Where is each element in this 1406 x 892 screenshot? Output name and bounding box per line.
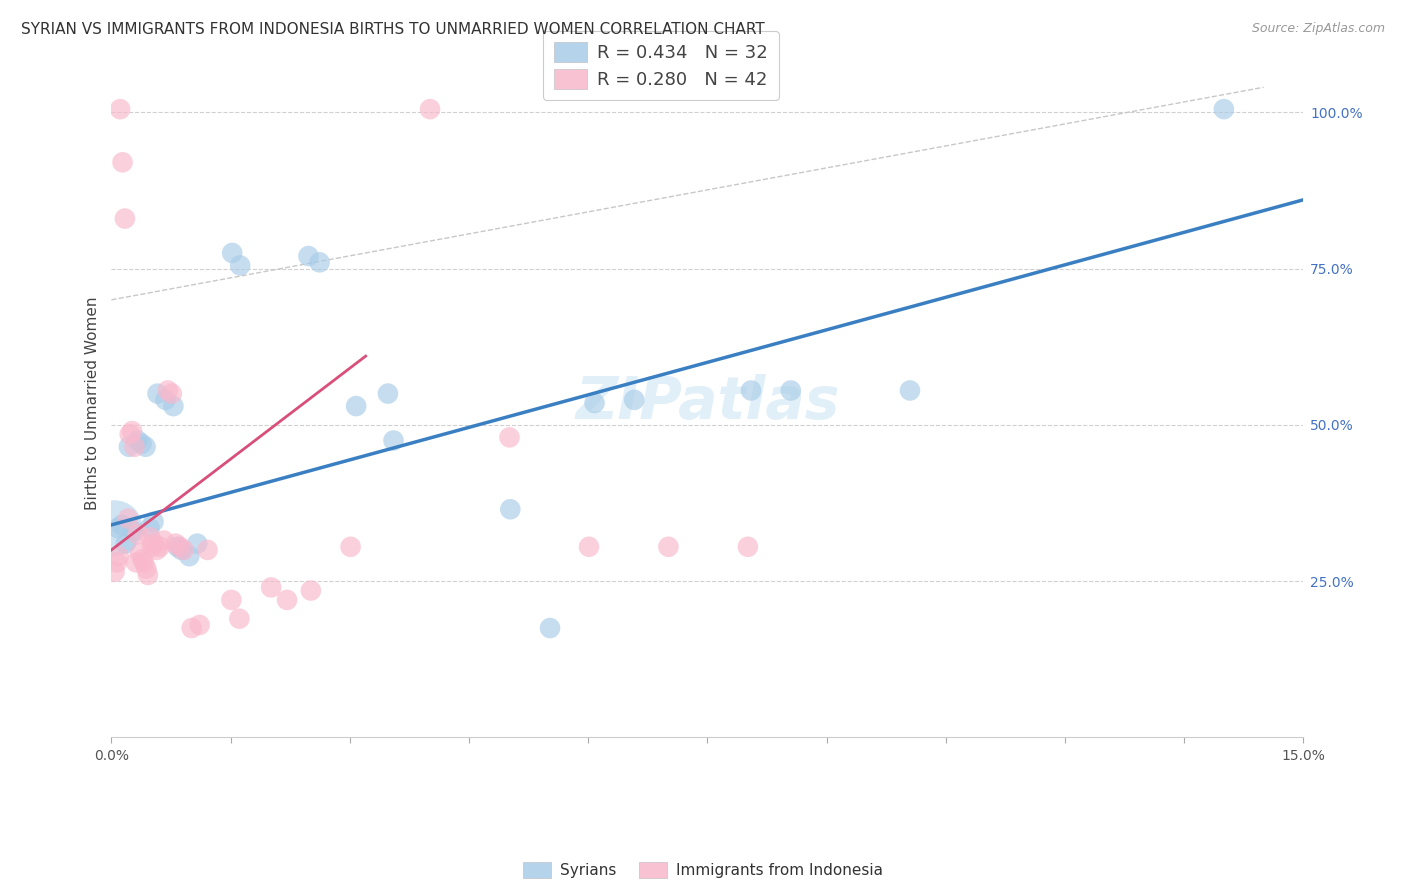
Point — [135, 440, 157, 454]
Point — [156, 384, 179, 398]
Point — [339, 540, 361, 554]
Point — [114, 211, 136, 226]
Point — [145, 542, 167, 557]
Point — [124, 440, 146, 454]
Point — [142, 515, 165, 529]
Point — [173, 542, 195, 557]
Point — [142, 536, 165, 550]
Point — [419, 102, 441, 116]
Point — [127, 434, 149, 448]
Point — [149, 540, 172, 554]
Point — [138, 521, 160, 535]
Point — [898, 384, 921, 398]
Point — [186, 536, 208, 550]
Text: Source: ZipAtlas.com: Source: ZipAtlas.com — [1251, 22, 1385, 36]
Point — [197, 542, 219, 557]
Point — [1212, 102, 1234, 116]
Point — [538, 621, 561, 635]
Point — [221, 246, 243, 260]
Point — [108, 102, 131, 116]
Point — [229, 259, 252, 273]
Point — [737, 540, 759, 554]
Point — [166, 540, 188, 554]
Point — [114, 536, 136, 550]
Point — [111, 517, 134, 532]
Point — [228, 612, 250, 626]
Text: ZIPatlas: ZIPatlas — [575, 375, 839, 432]
Point — [377, 386, 399, 401]
Point — [260, 581, 283, 595]
Y-axis label: Births to Unmarried Women: Births to Unmarried Women — [86, 296, 100, 509]
Point — [276, 593, 298, 607]
Point — [221, 593, 243, 607]
Point — [740, 384, 762, 398]
Point — [165, 536, 187, 550]
Point — [169, 540, 191, 554]
Point — [146, 386, 169, 401]
Point — [135, 562, 157, 576]
Point — [122, 524, 145, 538]
Point — [136, 568, 159, 582]
Point — [104, 521, 127, 535]
Point — [132, 556, 155, 570]
Point — [623, 392, 645, 407]
Point — [118, 427, 141, 442]
Point — [117, 511, 139, 525]
Point — [107, 549, 129, 563]
Point — [105, 556, 128, 570]
Point — [344, 399, 367, 413]
Legend: Syrians, Immigrants from Indonesia: Syrians, Immigrants from Indonesia — [517, 855, 889, 884]
Point — [583, 396, 606, 410]
Point — [498, 430, 520, 444]
Point — [155, 392, 177, 407]
Point — [111, 155, 134, 169]
Point — [162, 399, 184, 413]
Point — [129, 546, 152, 560]
Point — [578, 540, 600, 554]
Point — [180, 621, 202, 635]
Point — [499, 502, 522, 516]
Point — [118, 440, 141, 454]
Point — [141, 540, 163, 554]
Point — [131, 552, 153, 566]
Point — [308, 255, 330, 269]
Point — [382, 434, 405, 448]
Point — [104, 565, 127, 579]
Point — [297, 249, 319, 263]
Point — [179, 549, 201, 563]
Text: SYRIAN VS IMMIGRANTS FROM INDONESIA BIRTHS TO UNMARRIED WOMEN CORRELATION CHART: SYRIAN VS IMMIGRANTS FROM INDONESIA BIRT… — [21, 22, 765, 37]
Point — [127, 527, 149, 541]
Point — [299, 583, 322, 598]
Point — [153, 533, 176, 548]
Point — [188, 618, 211, 632]
Point — [657, 540, 679, 554]
Point — [170, 542, 193, 557]
Point — [779, 384, 801, 398]
Point — [121, 424, 143, 438]
Point — [139, 530, 162, 544]
Point — [160, 386, 183, 401]
Point — [131, 436, 153, 450]
Point — [107, 521, 129, 535]
Point — [125, 556, 148, 570]
